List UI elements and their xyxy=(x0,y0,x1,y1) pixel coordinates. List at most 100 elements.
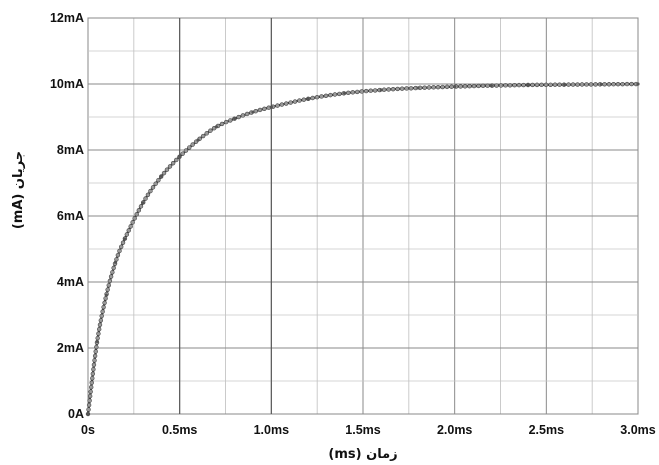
series-sample-dot xyxy=(422,85,427,90)
series-sample-dot xyxy=(150,185,156,190)
series-sample-dot xyxy=(99,313,104,319)
series-sample-dot xyxy=(476,83,481,89)
series-sample-dot xyxy=(503,83,508,88)
series-sample-dot xyxy=(462,84,468,89)
series-sample-dot xyxy=(92,358,97,363)
series-sample-dot xyxy=(629,81,634,87)
series-sample-dot xyxy=(120,240,126,245)
x-tick-label: 3.0ms xyxy=(620,423,655,437)
series-sample-dot xyxy=(615,81,621,87)
series-sample-dot xyxy=(404,86,409,91)
y-tick-label: 2mA xyxy=(57,341,84,355)
y-tick-label: 4mA xyxy=(57,275,84,289)
series-sample-dot xyxy=(507,83,513,88)
series-sample-dot xyxy=(108,274,114,279)
series-sample-dot xyxy=(368,88,373,93)
series-sample-dot xyxy=(310,95,315,101)
series-sample-dot xyxy=(92,353,98,359)
series-sample-dot xyxy=(87,398,92,403)
x-tick-label: 2.0ms xyxy=(437,423,472,437)
series-sample-dot xyxy=(110,270,115,275)
series-sample-dot xyxy=(128,224,133,229)
data-point xyxy=(233,117,237,121)
series-sample-dot xyxy=(132,216,137,221)
series-sample-dot xyxy=(355,89,360,95)
series-sample-dot xyxy=(570,82,576,87)
data-point xyxy=(86,412,90,416)
series-sample-dot xyxy=(161,170,167,176)
series-sample-dot xyxy=(138,204,144,209)
series-sample-dot xyxy=(97,322,103,328)
series-sample-dot xyxy=(89,380,94,385)
series-sample-dot xyxy=(134,212,139,217)
series-sample-dot xyxy=(606,82,612,87)
series-sample-dot xyxy=(190,142,195,147)
x-tick-label: 0.5ms xyxy=(162,423,197,437)
series-sample-dot xyxy=(204,131,209,136)
series-sample-dot xyxy=(223,119,229,125)
series-sample-dot xyxy=(90,371,96,376)
series-sample-dot xyxy=(130,220,135,225)
series-sample-dot xyxy=(566,82,571,87)
series-sample-dot xyxy=(89,384,94,390)
series-sample-dot xyxy=(236,114,241,120)
data-point xyxy=(104,293,108,297)
series-sample-dot xyxy=(485,83,490,88)
series-sample-dot xyxy=(96,331,101,336)
data-point xyxy=(95,339,99,343)
series-sample-dot xyxy=(292,99,298,104)
y-tick-label: 12mA xyxy=(50,11,84,25)
data-point xyxy=(453,85,457,89)
x-axis-title: زمان (ms) xyxy=(328,447,397,462)
data-point xyxy=(343,91,347,95)
series-sample-dot xyxy=(96,327,102,332)
series-sample-dot xyxy=(395,86,400,92)
y-tick-label: 10mA xyxy=(50,77,84,91)
data-point xyxy=(196,138,200,142)
series-sample-dot xyxy=(444,84,450,90)
series-sample-dot xyxy=(620,81,625,87)
series-sample-dot xyxy=(101,304,106,310)
series-sample-dot xyxy=(440,84,445,90)
series-sample-dot xyxy=(539,82,544,88)
series-sample-dot xyxy=(91,367,96,372)
series-sample-dot xyxy=(98,318,104,323)
series-sample-dot xyxy=(105,287,110,292)
data-point xyxy=(178,155,182,159)
series-sample-dot xyxy=(337,91,342,97)
series-sample-dot xyxy=(516,82,522,88)
y-tick-label: 8mA xyxy=(57,143,84,157)
data-point xyxy=(269,105,273,109)
series-sample-dot xyxy=(314,95,320,100)
series-sample-dot xyxy=(86,402,92,408)
data-point xyxy=(306,97,310,101)
series-sample-dot xyxy=(346,90,351,96)
series-sample-dot xyxy=(449,84,454,89)
series-layer xyxy=(85,81,640,417)
series-sample-dot xyxy=(200,133,206,139)
data-point xyxy=(489,84,493,88)
y-tick-label: 6mA xyxy=(57,209,84,223)
series-sample-dot xyxy=(119,244,124,249)
series-sample-dot xyxy=(350,90,355,95)
series-sample-dot xyxy=(153,181,158,186)
series-sample-dot xyxy=(183,148,189,153)
series-sample-dot xyxy=(512,82,517,88)
series-sample-dot xyxy=(426,85,432,90)
series-sample-dot xyxy=(431,85,436,90)
series-sample-dot xyxy=(534,82,540,88)
series-sample-dot xyxy=(180,151,185,156)
series-sample-dot xyxy=(521,82,526,88)
series-sample-dot xyxy=(328,92,333,98)
series-sample-dot xyxy=(494,83,499,88)
series-sample-dot xyxy=(579,82,585,87)
x-tick-label: 2.5ms xyxy=(529,423,564,437)
series-sample-dot xyxy=(262,106,267,112)
series-sample-dot xyxy=(117,248,122,254)
series-sample-dot xyxy=(435,84,441,90)
series-sample-dot xyxy=(111,265,116,271)
x-tick-label: 1.0ms xyxy=(254,423,289,437)
series-sample-dot xyxy=(91,362,97,368)
series-sample-dot xyxy=(359,89,364,94)
